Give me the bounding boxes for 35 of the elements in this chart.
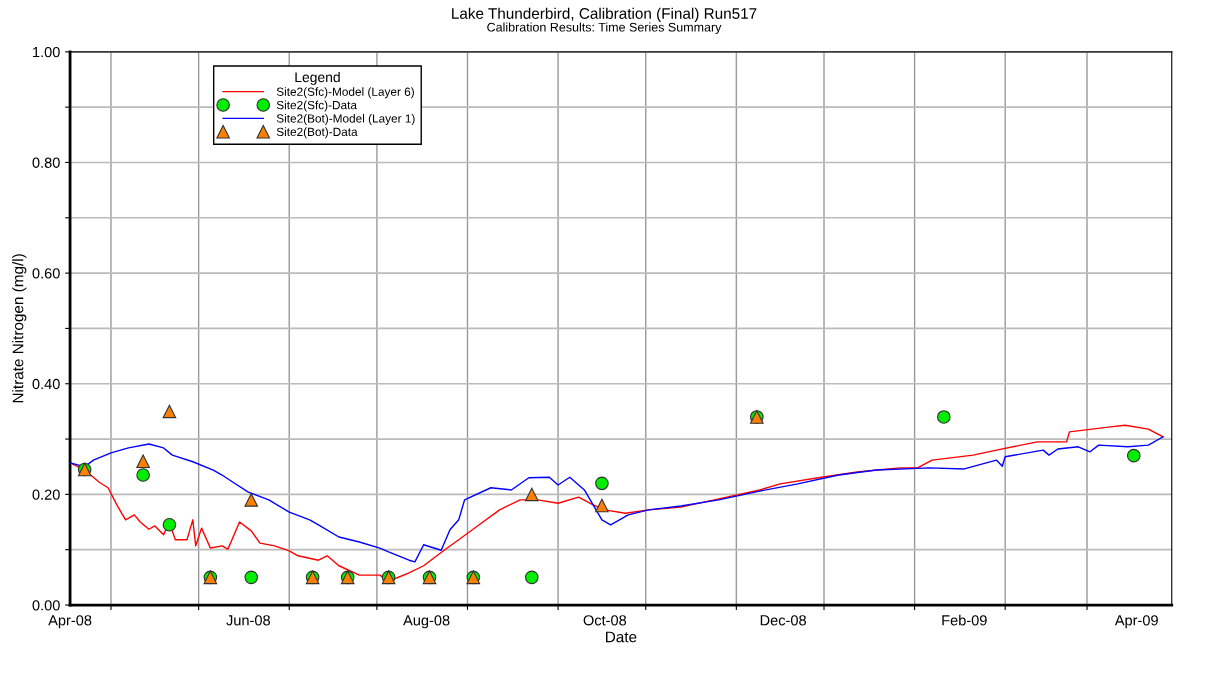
point: [595, 476, 609, 491]
y-tick-label: 1.00: [33, 46, 60, 58]
point: [244, 493, 259, 507]
y-tick-label: 0.40: [32, 378, 60, 390]
x-tick-label: Apr-08: [48, 615, 92, 629]
x-tick-label: Oct-08: [583, 615, 627, 626]
x-tick-label: Apr-09: [1114, 615, 1158, 629]
x-tick-label: Aug-08: [403, 615, 450, 629]
point: [524, 487, 539, 502]
point: [136, 468, 150, 482]
point: [136, 454, 150, 468]
legend-label: Site2(Bot)-Data: [276, 127, 358, 139]
y-tick-label: 0.60: [32, 268, 60, 279]
x-tick-label: Jun-08: [226, 615, 270, 626]
chart-subtitle: Calibration Results: Time Series Summary: [487, 22, 722, 35]
legend-title: Legend: [295, 71, 340, 85]
chart-title: Lake Thunderbird, Calibration (Final) Run517: [452, 7, 757, 22]
x-axis-title: Date: [606, 631, 637, 643]
y-tick-label: 0.00: [32, 600, 60, 611]
line-series: [70, 436, 1164, 563]
legend-label: Site2(Sfc)-Model (Layer 6): [276, 87, 414, 99]
y-tick-label: 0.20: [32, 489, 60, 500]
point: [162, 404, 177, 419]
y-axis-title: Nitrate Nitrogen (mg/l): [12, 254, 27, 403]
point: [595, 498, 609, 513]
y-tick-label: 0.80: [32, 157, 60, 168]
x-tick-label: Feb-09: [942, 614, 987, 626]
point: [1126, 448, 1141, 463]
point: [524, 570, 539, 585]
point: [244, 570, 259, 585]
x-tick-label: Dec-08: [760, 615, 806, 626]
legend-label: Site2(Sfc)-Data: [276, 100, 357, 112]
point: [937, 410, 951, 424]
legend-label: Site2(Bot)-Model (Layer 1): [276, 113, 415, 125]
point: [162, 518, 177, 532]
